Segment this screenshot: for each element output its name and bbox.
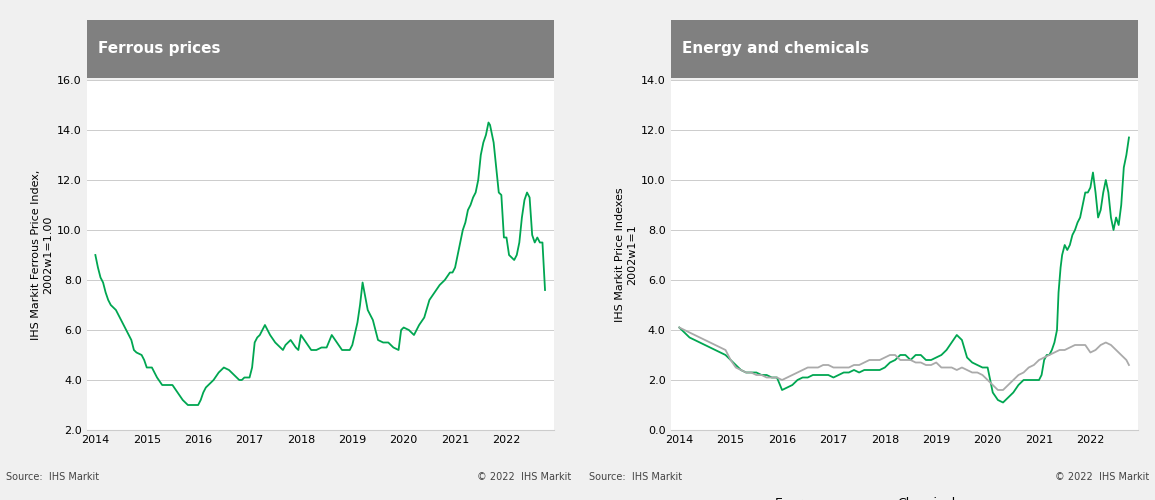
Chemicals <box>718 347 732 353</box>
Text: Ferrous prices: Ferrous prices <box>98 42 221 56</box>
Energy <box>1086 170 1100 175</box>
Chemicals <box>1122 362 1135 368</box>
Y-axis label: IHS Markit Price Indexes
2002w1=1: IHS Markit Price Indexes 2002w1=1 <box>616 188 636 322</box>
Chemicals <box>765 374 778 380</box>
Energy <box>672 324 686 330</box>
Chemicals <box>1079 342 1093 348</box>
Energy <box>930 354 944 360</box>
Y-axis label: IHS Markit Ferrous Price Index,
2002w1=1.00: IHS Markit Ferrous Price Index, 2002w1=1… <box>31 170 53 340</box>
Text: Energy and chemicals: Energy and chemicals <box>683 42 870 56</box>
Energy <box>1119 152 1133 158</box>
Energy <box>1122 134 1135 140</box>
Energy <box>729 362 743 368</box>
Text: Source:  IHS Markit: Source: IHS Markit <box>589 472 683 482</box>
Text: © 2022  IHS Markit: © 2022 IHS Markit <box>1055 472 1149 482</box>
Energy <box>760 372 774 378</box>
Line: Chemicals: Chemicals <box>679 328 1128 390</box>
Chemicals <box>672 324 686 330</box>
Text: Source:  IHS Markit: Source: IHS Markit <box>6 472 99 482</box>
Chemicals <box>729 364 743 370</box>
Chemicals <box>903 357 917 363</box>
Legend: Energy, Chemicals: Energy, Chemicals <box>729 492 967 500</box>
Line: Energy: Energy <box>679 138 1128 402</box>
Energy <box>996 400 1009 406</box>
Chemicals <box>991 387 1005 393</box>
Text: © 2022  IHS Markit: © 2022 IHS Markit <box>477 472 572 482</box>
Energy <box>1068 227 1082 233</box>
Chemicals <box>847 362 860 368</box>
